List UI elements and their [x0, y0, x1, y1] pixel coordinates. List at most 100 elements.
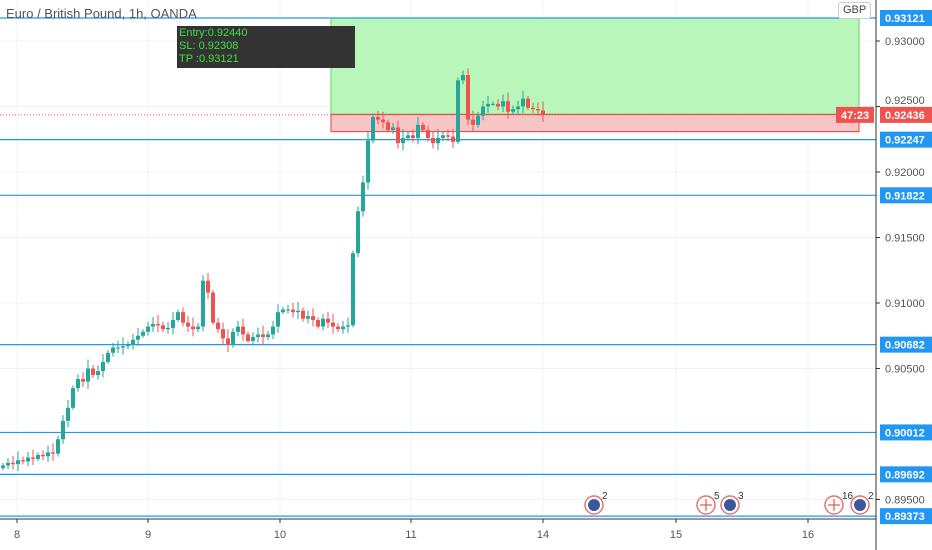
calendar-icon-fill: [588, 499, 600, 511]
candle-body: [96, 371, 100, 376]
level-price-badge: [880, 466, 932, 483]
level-price-badge: [880, 10, 932, 26]
candle-body: [301, 310, 305, 319]
candle-body: [36, 454, 40, 459]
candle-body: [221, 329, 225, 339]
candle-body: [356, 211, 360, 254]
candle-body: [141, 331, 145, 336]
event-count: 2: [868, 491, 874, 502]
current-price-badge: [880, 106, 932, 123]
candle-body: [526, 98, 530, 108]
level-price-badge: [880, 424, 932, 441]
candle-body: [146, 326, 150, 332]
currency-badge[interactable]: GBP: [838, 2, 872, 19]
candle-body: [386, 122, 390, 131]
candle-body: [411, 135, 415, 138]
current-price-label: 0.92436: [885, 110, 925, 122]
price-tick-label: 0.91500: [885, 233, 925, 245]
candle-body: [446, 135, 450, 137]
candle-body: [391, 127, 395, 131]
candle-body: [76, 378, 80, 389]
level-price-label: 0.89373: [885, 511, 925, 523]
candle-body: [536, 109, 540, 111]
level-price-label: 0.90682: [885, 340, 925, 352]
candle-body: [11, 462, 15, 465]
time-tick-label: 15: [670, 529, 682, 541]
candle-body: [491, 103, 495, 105]
candle-body: [416, 124, 420, 138]
time-tick-label: 8: [14, 529, 20, 541]
candle-body: [1, 465, 5, 469]
time-tick-label: 11: [405, 529, 416, 541]
candle-body: [336, 326, 340, 330]
candle-body: [456, 80, 460, 142]
price-tick-label: 0.92000: [885, 167, 925, 179]
price-tick-label: 0.92500: [885, 95, 925, 107]
candle-body: [376, 116, 380, 120]
candle-body: [71, 388, 75, 408]
candle-body: [196, 326, 200, 330]
candle-body: [171, 320, 175, 328]
candle-body: [166, 327, 170, 330]
candle-body: [131, 339, 135, 345]
candle-body: [281, 309, 285, 313]
candle-body: [316, 320, 320, 327]
candle-body: [341, 326, 345, 330]
candle-body: [461, 75, 465, 81]
candle-body: [231, 331, 235, 345]
candle-body: [126, 344, 130, 347]
candle-body: [186, 322, 190, 327]
event-count: 3: [738, 491, 744, 502]
candle-body: [521, 98, 525, 107]
candle-body: [66, 407, 70, 421]
candle-body: [21, 460, 25, 462]
candle-body: [346, 325, 350, 327]
entry-label: Entry:0.92440: [179, 27, 248, 39]
candle-body: [531, 107, 535, 110]
price-axis: [876, 0, 932, 550]
candle-body: [286, 309, 290, 311]
time-tick-label: 9: [145, 529, 151, 541]
candle-body: [421, 124, 425, 131]
level-price-label: 0.92247: [885, 135, 925, 147]
candle-body: [136, 335, 140, 340]
candle-body: [26, 457, 30, 462]
candle-body: [266, 334, 270, 338]
level-price-badge: [880, 187, 932, 204]
event-count: 5: [714, 491, 720, 502]
level-price-badge: [880, 131, 932, 148]
sl-label: SL: 0.92308: [179, 40, 239, 52]
candle-body: [486, 103, 490, 107]
candle-body: [291, 309, 295, 313]
symbol-title[interactable]: Euro / British Pound, 1h, OANDA: [6, 6, 197, 21]
candle-body: [366, 140, 370, 183]
candle-body: [101, 361, 105, 372]
candle-body: [431, 137, 435, 144]
tp-label: TP :0.93121: [179, 53, 239, 65]
candle-body: [306, 316, 310, 319]
stop-loss-zone: [330, 113, 860, 133]
candle-body: [51, 452, 55, 454]
candle-body: [61, 420, 65, 440]
candle-body: [226, 338, 230, 345]
candle-body: [121, 346, 125, 348]
candle-body: [256, 334, 260, 338]
candle-body: [31, 457, 35, 459]
candle-body: [56, 439, 60, 454]
candle-body: [471, 119, 475, 125]
time-tick-label: 14: [537, 529, 549, 541]
level-price-label: 0.89692: [885, 469, 925, 481]
candle-body: [106, 352, 110, 362]
candle-body: [276, 312, 280, 327]
candle-body: [151, 323, 155, 327]
candle-body: [331, 322, 335, 327]
candle-body: [216, 322, 220, 330]
candle-body: [436, 137, 440, 144]
candle-body: [201, 280, 205, 327]
candle-body: [246, 334, 250, 341]
price-tick-label: 0.91000: [885, 298, 925, 310]
candle-body: [506, 101, 510, 112]
candle-body: [401, 137, 405, 144]
candle-body: [261, 334, 265, 338]
